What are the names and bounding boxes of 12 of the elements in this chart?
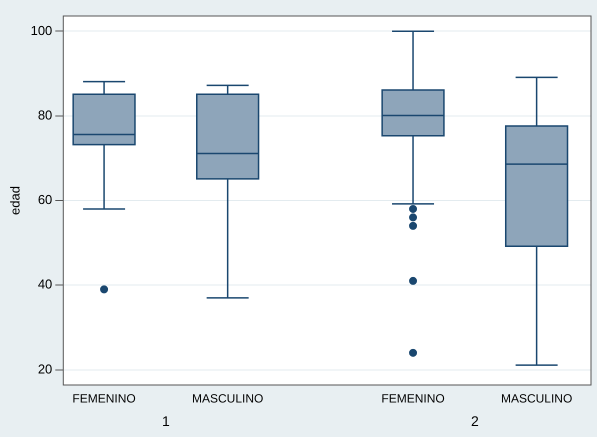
x-tick-label: MASCULINO (192, 391, 264, 406)
y-tick-label: 40 (38, 276, 52, 292)
text: 2 (470, 412, 479, 429)
y-axis-title: edad (7, 186, 22, 215)
y-tick-label: 100 (30, 22, 52, 38)
x-tick-label: FEMENINO (381, 391, 445, 406)
y-tick-label: 60 (38, 192, 52, 208)
x-tick-label: FEMENINO (72, 391, 136, 406)
x-tick-label: MASCULINO (500, 391, 572, 406)
y-tick-label: 80 (38, 107, 52, 122)
y-tick-label: 20 (38, 361, 52, 376)
text: 1 (162, 412, 170, 429)
